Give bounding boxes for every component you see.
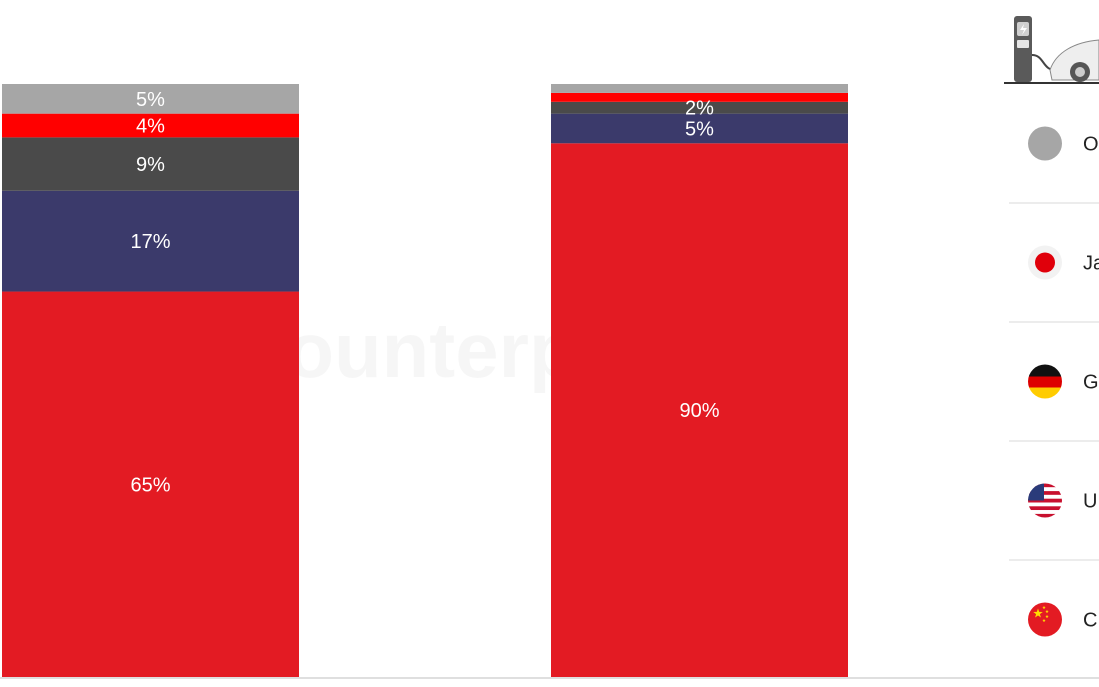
legend-item-ja: Ja: [1028, 245, 1099, 280]
data-label-ja-1: 4%: [136, 116, 165, 138]
ev-charging-car-icon: [1004, 16, 1099, 84]
legend-label-g: G: [1083, 372, 1099, 394]
bar-segment-ja-1: [2, 113, 299, 138]
legend: O Ja G U C: [1009, 126, 1099, 637]
data-label-u-2: 5%: [685, 118, 714, 140]
others-circle-icon: [1028, 126, 1062, 161]
bar-segment-o-1: [2, 84, 299, 114]
data-label-g-2: 2%: [685, 98, 714, 120]
data-label-u-1: 17%: [130, 231, 170, 253]
legend-label-o: O: [1083, 134, 1099, 156]
legend-item-g: G: [1028, 364, 1099, 399]
usa-flag-icon: [1028, 483, 1062, 518]
legend-label-ja: Ja: [1083, 253, 1099, 275]
legend-label-c: C: [1083, 610, 1097, 632]
germany-flag-icon: [1028, 364, 1062, 399]
legend-item-o: O: [1028, 126, 1099, 161]
bar-segment-g-1: [2, 137, 299, 191]
bar-segment-u-2: [551, 113, 848, 144]
bar-labels: 65%17%9%4%5%90%5%2%: [130, 89, 719, 496]
japan-flag-icon: [1028, 245, 1062, 280]
bar-segment-c-2: [551, 143, 848, 678]
data-label-o-1: 5%: [136, 89, 165, 111]
bar-segment-u-1: [2, 190, 299, 292]
legend-label-u: U: [1083, 491, 1097, 513]
legend-item-u: U: [1028, 483, 1097, 518]
bar-segment-o-2: [551, 84, 848, 93]
data-label-g-1: 9%: [136, 154, 165, 176]
data-label-c-1: 65%: [130, 474, 170, 496]
bar-segment-ja-2: [551, 92, 848, 102]
data-label-c-2: 90%: [679, 400, 719, 422]
china-flag-icon: [1028, 602, 1062, 637]
bar-segment-c-1: [2, 291, 299, 677]
bars: [2, 84, 848, 678]
legend-item-c: C: [1028, 602, 1097, 637]
bar-segment-g-2: [551, 101, 848, 114]
